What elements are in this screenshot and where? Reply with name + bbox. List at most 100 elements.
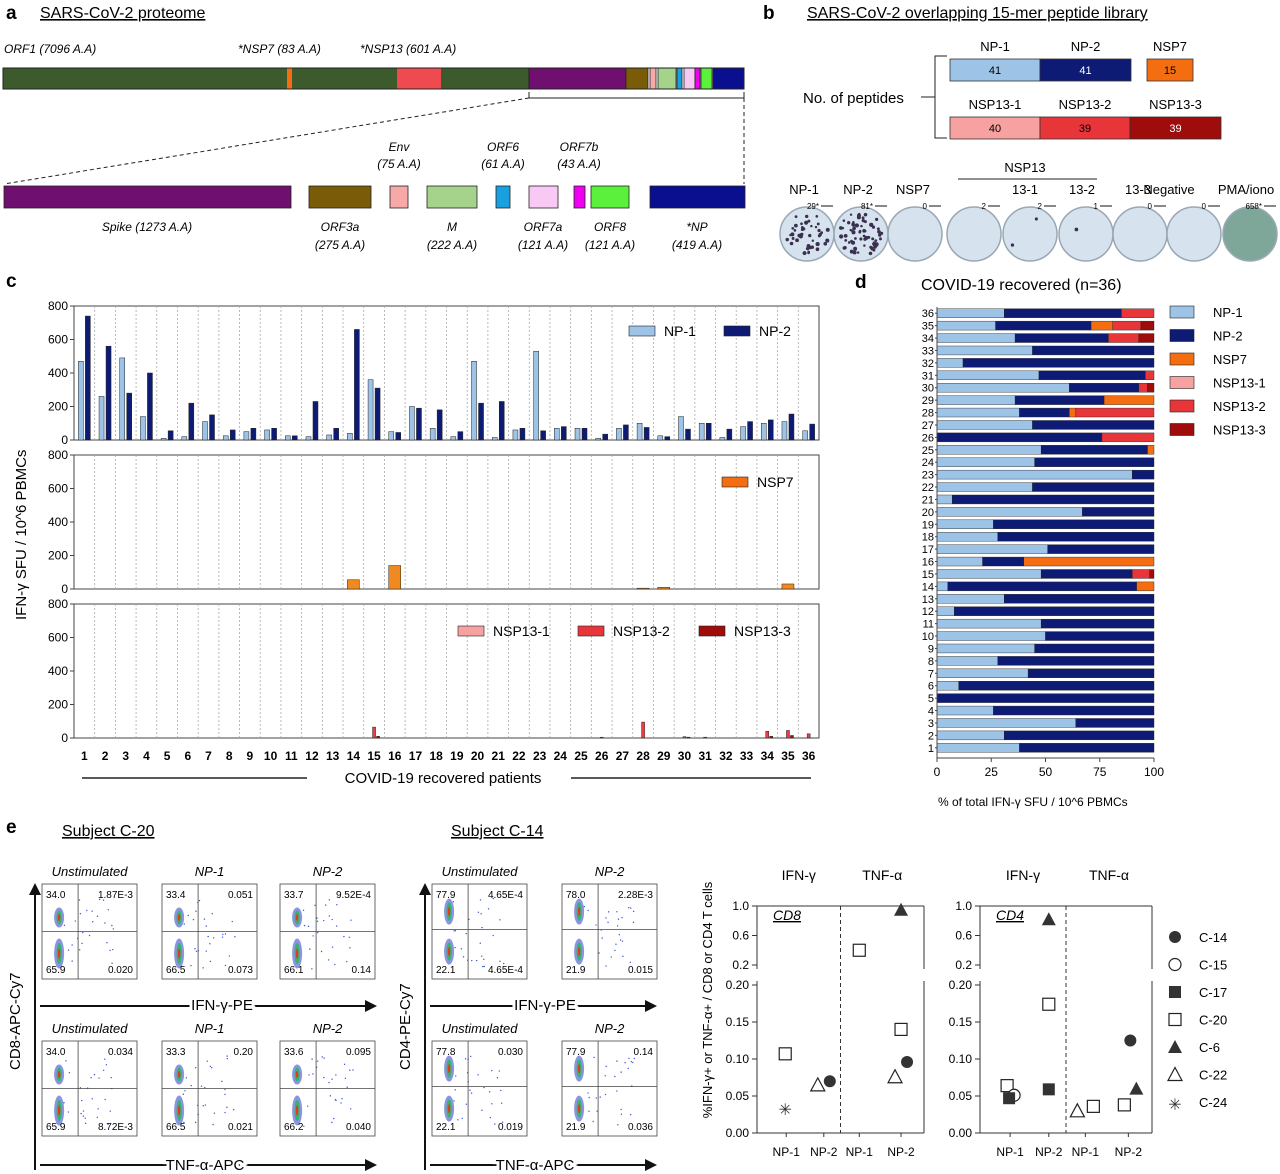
row-label-29: 29 (922, 395, 934, 407)
scatter-x-label-1-0: NP-1 (996, 1145, 1024, 1159)
flow-dot (209, 943, 211, 945)
elispot-well-3 (946, 206, 1002, 262)
elispot-spot (805, 214, 809, 219)
bar-NSP13-3-35 (790, 735, 794, 739)
elispot-well-6 (1112, 206, 1168, 262)
flow-dot (234, 936, 236, 938)
d-legend-swatch-0 (1169, 305, 1195, 319)
flow-dot (109, 949, 111, 952)
bar-NP-2-35 (788, 413, 795, 441)
point-CD4-C-6-3 (1041, 912, 1056, 926)
flow-dot (82, 931, 84, 934)
scatter-legend-marker-C-14 (1169, 931, 1181, 943)
pool-count-0: 41 (989, 65, 1001, 77)
flow-dot (621, 916, 623, 919)
flow-dot (614, 1075, 616, 1078)
flow-dot (226, 1058, 229, 1060)
flow-dot (465, 932, 467, 935)
scatter-y-tick-upper: 0.6 (955, 929, 972, 943)
flow-q-ll-13: 21.9 (566, 1122, 586, 1133)
elispot-spot (860, 224, 863, 228)
stack-NP-2-35 (995, 320, 1092, 331)
flow-cloud-peak (57, 914, 61, 921)
d-x-tick-label: 25 (985, 765, 999, 779)
flow-dot (317, 931, 319, 934)
elispot-spot (861, 216, 865, 220)
elispot-spot (874, 239, 878, 243)
flow-dot (349, 947, 351, 949)
x-tick-label: 27 (616, 749, 630, 763)
bar-NP-2-29 (664, 436, 671, 441)
panel-e-letter: e (6, 817, 17, 838)
pool-name-3: NSP13-1 (969, 97, 1022, 112)
bar-NSP7-35 (781, 583, 795, 590)
flow-dot (71, 960, 73, 962)
elispot-spot (793, 223, 798, 228)
flow-dot (616, 1060, 618, 1062)
x-tick-label: 20 (471, 749, 485, 763)
nsp7-segment (287, 68, 292, 89)
y-tick-label: 200 (48, 698, 68, 712)
flow-q-lr-3: 8.72E-3 (98, 1122, 133, 1133)
elispot-spot (867, 235, 871, 239)
flow-dot (587, 909, 589, 912)
flow-dot (98, 1077, 100, 1079)
panel-a-title: SARS-CoV-2 proteome (40, 5, 206, 22)
orf3a-segment (625, 67, 649, 90)
flow-dot (595, 1097, 598, 1099)
flow-dot (616, 925, 619, 927)
bar-NP-2-15 (374, 387, 381, 441)
flow-dot (107, 1123, 109, 1126)
stack-NP-1-11 (936, 618, 1042, 629)
bar-NP-1-22 (512, 429, 519, 441)
bar-NP-1-9 (243, 431, 250, 441)
bar-NP-1-23 (533, 350, 539, 441)
flow-dot (336, 904, 338, 906)
c20-tnfa-xlabel: TNF-α-APC (166, 1157, 245, 1174)
flow-q-lr-10: 4.65E-4 (488, 965, 523, 976)
bar-NSP13-3-30 (686, 736, 691, 739)
flow-dot (316, 920, 319, 922)
well-label-2: NSP7 (896, 182, 930, 197)
bar-NP-1-7 (202, 421, 208, 441)
flow-dot (494, 1123, 496, 1125)
stack-NP-1-18 (936, 532, 998, 542)
stack-NP-2-2 (1004, 730, 1155, 741)
flow-cloud-peak (57, 948, 61, 959)
flow-dot (211, 1067, 213, 1069)
cd8-cd4-scatter: %IFN-γ+ or TNF-α+ / CD8 or CD4 T cells 0.… (700, 867, 1227, 1159)
row-label-31: 31 (922, 370, 934, 382)
flow-dot (340, 1102, 342, 1104)
bar-NP-2-36 (809, 423, 815, 441)
row-label-19: 19 (922, 519, 934, 531)
row-label-6: 6 (928, 681, 934, 693)
elispot-spot (849, 249, 854, 254)
flow-cloud-peak (577, 907, 581, 917)
scatter-tag-1: CD4 (996, 907, 1024, 923)
elispot-spot (872, 241, 876, 245)
zoom-line-left (3, 97, 530, 185)
row-label-2: 2 (928, 730, 934, 742)
bar-NP-2-4 (147, 372, 153, 441)
stack-NP-1-23 (936, 469, 1133, 480)
flow-q-ul-11: 78.0 (566, 890, 586, 901)
row-label-30: 30 (922, 383, 934, 395)
flow-dot (349, 1069, 351, 1071)
flow-dot (233, 1108, 235, 1111)
x-tick-label: 19 (450, 749, 464, 763)
scatter-legend-marker-C-17 (1169, 986, 1181, 998)
stack-NP-2-8 (997, 656, 1155, 666)
elispot-spot (806, 243, 811, 248)
flow-dot (480, 913, 482, 915)
flow-dot (323, 1057, 325, 1059)
scatter-ylabel: %IFN-γ+ or TNF-α+ / CD8 or CD4 T cells (700, 881, 715, 1118)
scatter-ifng-header-0: IFN-γ (782, 867, 816, 883)
flow-dot (109, 1110, 111, 1112)
scatter-y-tick-lower: 0.05 (949, 1089, 973, 1103)
elispot-spot (824, 242, 827, 246)
legend-np1-label: NP-1 (664, 323, 696, 339)
flow-dot (488, 1091, 491, 1093)
bar-NP-2-14 (354, 329, 360, 441)
row-label-4: 4 (928, 706, 934, 718)
row-label-14: 14 (922, 581, 934, 593)
